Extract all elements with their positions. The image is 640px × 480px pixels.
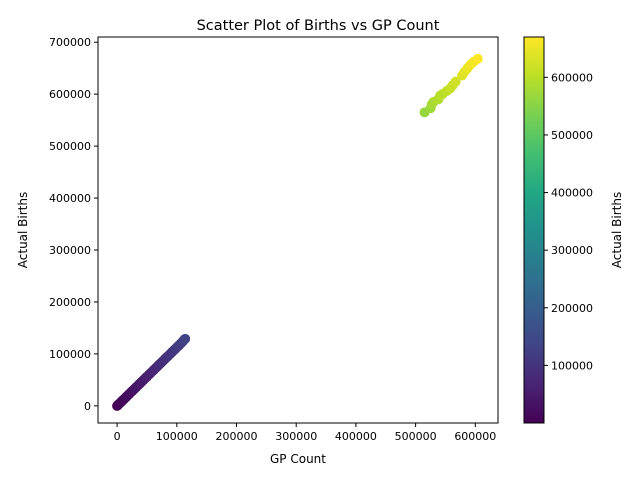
colorbar-tick-label: 200000 [551, 302, 593, 315]
y-tick-label: 0 [84, 400, 91, 413]
colorbar-tick-label: 500000 [551, 129, 593, 142]
y-tick-label: 400000 [49, 192, 91, 205]
x-tick-label: 0 [114, 430, 121, 443]
plot-frame [97, 36, 499, 424]
scatter-point [472, 53, 483, 64]
chart-title: Scatter Plot of Births vs GP Count [197, 18, 440, 34]
colorbar [523, 36, 545, 424]
x-tick-label: 100000 [156, 430, 198, 443]
x-tick-label: 200000 [216, 430, 258, 443]
colorbar-tick-label: 400000 [551, 187, 593, 200]
colorbar-tick-label: 600000 [551, 71, 593, 84]
x-axis-label: GP Count [270, 452, 326, 466]
colorbar-tick-label: 300000 [551, 244, 593, 257]
colorbar-tick-label: 100000 [551, 359, 593, 372]
scatter-point [450, 76, 461, 87]
x-tick-label: 300000 [275, 430, 317, 443]
y-axis-ticks: 0 100000 200000 300000 400000 500000 600000 700… [49, 36, 98, 413]
y-tick-label: 500000 [49, 140, 91, 153]
y-tick-label: 600000 [49, 88, 91, 101]
y-tick-label: 200000 [49, 296, 91, 309]
x-tick-label: 500000 [395, 430, 437, 443]
x-tick-label: 600000 [454, 430, 496, 443]
y-tick-label: 100000 [49, 348, 91, 361]
colorbar-ticks: 100000 200000 300000 400000 500000 600000 [544, 71, 593, 372]
scatter-points [112, 53, 483, 411]
y-tick-label: 700000 [49, 36, 91, 49]
scatter-point [180, 333, 191, 344]
colorbar-label: Actual Births [610, 192, 624, 268]
y-tick-label: 300000 [49, 244, 91, 257]
x-axis-ticks: 0 100000 200000 300000 400000 500000 600000 [114, 423, 496, 443]
y-axis-label: Actual Births [16, 192, 30, 268]
x-tick-label: 400000 [335, 430, 377, 443]
